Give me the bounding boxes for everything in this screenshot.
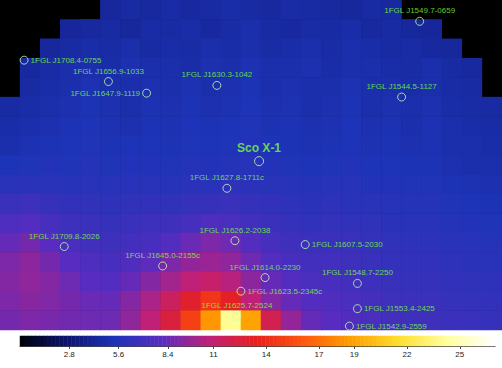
svg-text:1FGL J1625.7-2524: 1FGL J1625.7-2524 <box>202 301 273 310</box>
svg-text:11: 11 <box>209 350 218 359</box>
svg-text:1FGL J1626.2-2038: 1FGL J1626.2-2038 <box>199 226 270 235</box>
svg-text:1FGL J1645.0-2155c: 1FGL J1645.0-2155c <box>125 251 200 260</box>
svg-text:1FGL J1548.7-2250: 1FGL J1548.7-2250 <box>322 268 393 277</box>
svg-text:8.4: 8.4 <box>162 350 174 359</box>
svg-text:14: 14 <box>262 350 271 359</box>
svg-text:1FGL J1709.8-2026: 1FGL J1709.8-2026 <box>29 232 100 241</box>
svg-text:1FGL J1607.5-2030: 1FGL J1607.5-2030 <box>312 240 383 249</box>
svg-text:1FGL J1647.9-1119: 1FGL J1647.9-1119 <box>70 89 140 98</box>
svg-text:1FGL J1623.5-2345c: 1FGL J1623.5-2345c <box>247 287 322 296</box>
svg-text:1FGL J1544.5-1127: 1FGL J1544.5-1127 <box>366 82 437 91</box>
svg-text:22: 22 <box>403 350 412 359</box>
svg-text:2.8: 2.8 <box>64 350 76 359</box>
svg-text:1FGL J1656.9-1033: 1FGL J1656.9-1033 <box>73 67 144 76</box>
svg-text:Sco X-1: Sco X-1 <box>237 141 281 155</box>
svg-text:17: 17 <box>315 350 324 359</box>
svg-text:1FGL J1614.0-2230: 1FGL J1614.0-2230 <box>230 263 301 272</box>
svg-text:1FGL J1549.7-0659: 1FGL J1549.7-0659 <box>384 6 455 15</box>
svg-text:19: 19 <box>350 350 359 359</box>
svg-text:1FGL J1553.4-2425: 1FGL J1553.4-2425 <box>364 304 435 313</box>
svg-text:1FGL J1630.3-1042: 1FGL J1630.3-1042 <box>181 70 252 79</box>
svg-text:1FGL J1708.4-0755: 1FGL J1708.4-0755 <box>31 56 102 65</box>
svg-text:1FGL J1627.8-1711c: 1FGL J1627.8-1711c <box>190 173 264 182</box>
svg-text:25: 25 <box>455 350 464 359</box>
svg-text:1FGL J1542.9-2559: 1FGL J1542.9-2559 <box>356 322 427 331</box>
svg-text:5.6: 5.6 <box>113 350 125 359</box>
